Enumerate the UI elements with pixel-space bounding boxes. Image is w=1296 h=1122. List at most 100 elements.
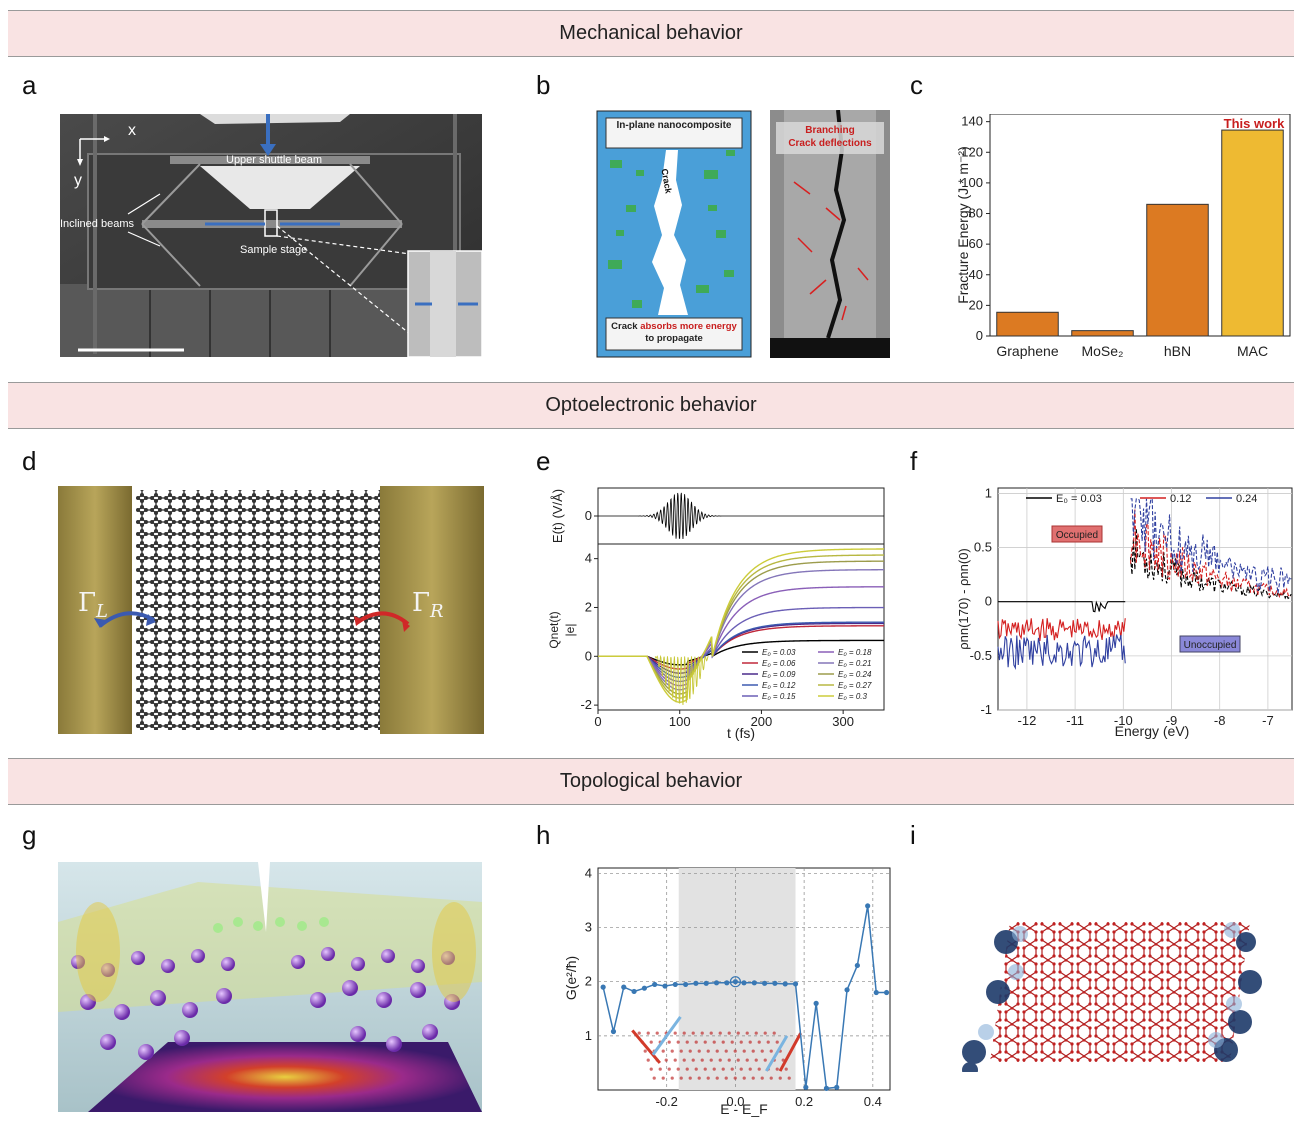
c-category-label: Graphene [996,343,1058,359]
h-ytick-label: 2 [585,974,592,989]
e-top-ytick-label: 0 [585,508,592,523]
c-ytick-label: 60 [969,236,983,251]
h-xlabel: E - E_F [720,1101,767,1117]
e-series-line [598,548,884,703]
e-legend-label: E₀ = 0.03 [762,648,796,657]
c-bar [1146,203,1209,337]
panel-a-sem-image: x y Upper shuttle beam Inclined beams Sa… [60,114,483,358]
panel-letter-g: g [22,820,37,850]
e-pulse-line [598,492,884,540]
h-point [600,984,606,990]
panel-letter-c: c [910,70,923,100]
h-xtick-label: 0.2 [795,1094,813,1109]
e-bottom-ylabel-num: Qnet(t) [547,611,561,648]
h-arrow-blue-left [651,1016,682,1056]
c-ytick-label: 120 [961,144,983,159]
panel-c-bar-chart: Graphene MoSe₂ hBN MAC 0 20 40 60 80 100 120 140 Fr… [955,114,1291,359]
h-point [823,1085,830,1091]
h-ytick-label: 1 [585,1028,592,1043]
panel-letter-i: i [910,820,916,850]
h-xtick-label: 0.0 [726,1094,744,1109]
h-point [713,980,720,986]
e-xtick-label: 0 [594,714,601,729]
h-point [672,981,678,988]
h-point [865,903,871,909]
h-point [741,980,747,986]
panel-letter-f: f [910,446,918,476]
f-occupied-line [997,618,1126,642]
h-point [683,981,689,988]
e-top-ylabel: E(t) (V/Å) [550,489,565,543]
h-point [873,989,879,996]
c-annotation: This work [1224,116,1285,131]
h-point [732,979,739,985]
h-point [834,1084,840,1090]
c-ytick-label: 40 [969,267,983,282]
e-legend-label: E₀ = 0.06 [762,659,796,668]
e-bottom-ylabel-den: |e| [563,624,577,637]
e-xlabel: t (fs) [727,725,755,741]
gamma-l-label: ΓL [78,588,108,623]
panel-h-line-chart: -0.2 0.0 0.2 0.4 1 2 3 4 G(e²/ħ) E - E_F [563,866,891,1117]
h-point [631,988,637,995]
panel-b-schematic: In-plane nanocomposite Crack Crack absor… [596,110,752,358]
h-point [772,980,778,986]
e-ytick-label: 0 [585,648,592,663]
f-unoccupied-line [1130,497,1292,594]
section-title: Optoelectronic behavior [545,394,757,416]
h-ytick-label: 4 [585,866,592,880]
panel-letter-a: a [22,70,37,100]
e-ytick-label: 2 [585,599,592,614]
f-legend-label: E₀ = 0.03 [1056,493,1102,505]
f-occupied-label: Occupied [1056,530,1098,541]
h-arrow-red-left [631,1029,661,1064]
sample-stage-label: Sample stage [240,244,308,256]
section-banner-optoelectronic: Optoelectronic behavior [8,382,1294,429]
h-point [854,962,860,969]
f-legend-label: 0.12 [1170,493,1191,505]
e-xtick-label: 100 [669,714,691,729]
f-occupied-line [997,634,1126,670]
h-point [803,1084,809,1090]
h-xtick-label: -0.2 [656,1094,678,1109]
f-xtick-label: -7 [1262,713,1274,728]
h-point [762,980,768,986]
h-arrow-blue-right [765,1035,789,1072]
h-point [693,980,699,986]
f-unoccupied-line [1129,528,1292,600]
c-bar [1071,330,1134,337]
h-point [610,1028,617,1035]
h-point [844,987,850,993]
e-legend-label: E₀ = 0.21 [838,659,871,668]
h-xtick-label: 0.4 [864,1094,882,1109]
h-point [662,983,668,989]
f-xtick-label: -11 [1066,713,1084,728]
f-xtick-label: -10 [1114,713,1133,728]
h-point [813,1000,819,1006]
e-legend-label: E₀ = 0.15 [762,692,796,701]
f-ytick-label: 0 [985,594,992,609]
h-point [751,980,757,986]
e-legend-label: E₀ = 0.3 [838,692,867,701]
f-ytick-label: -1 [980,702,992,717]
panel-i-lattice [950,912,1292,1078]
e-ytick-label: -2 [580,697,592,712]
h-highlight-point [729,976,742,988]
c-category-label: MAC [1237,343,1268,359]
crack-energy-label: Crack absorbs more energy to propagate [611,321,737,344]
axis-y-label: y [74,172,82,189]
f-ytick-label: -0.5 [970,648,992,663]
e-legend-label: E₀ = 0.27 [838,681,872,690]
gamma-r-label: ΓR [412,588,444,623]
panel-g-3d-render [58,862,482,1112]
c-category-label: MoSe₂ [1081,343,1123,359]
h-inset-lattice [631,1016,803,1080]
h-point [792,981,799,987]
f-xlabel: Energy (eV) [1115,723,1190,739]
section-title: Topological behavior [559,770,743,792]
f-unoccupied-label: Unoccupied [1184,640,1237,651]
e-ytick-label: 4 [585,551,592,566]
section-banner-mechanical: Mechanical behavior [8,10,1294,57]
panel-b-sem-image: Branching Crack deflections [770,109,890,358]
f-occupied-line [998,600,1126,613]
